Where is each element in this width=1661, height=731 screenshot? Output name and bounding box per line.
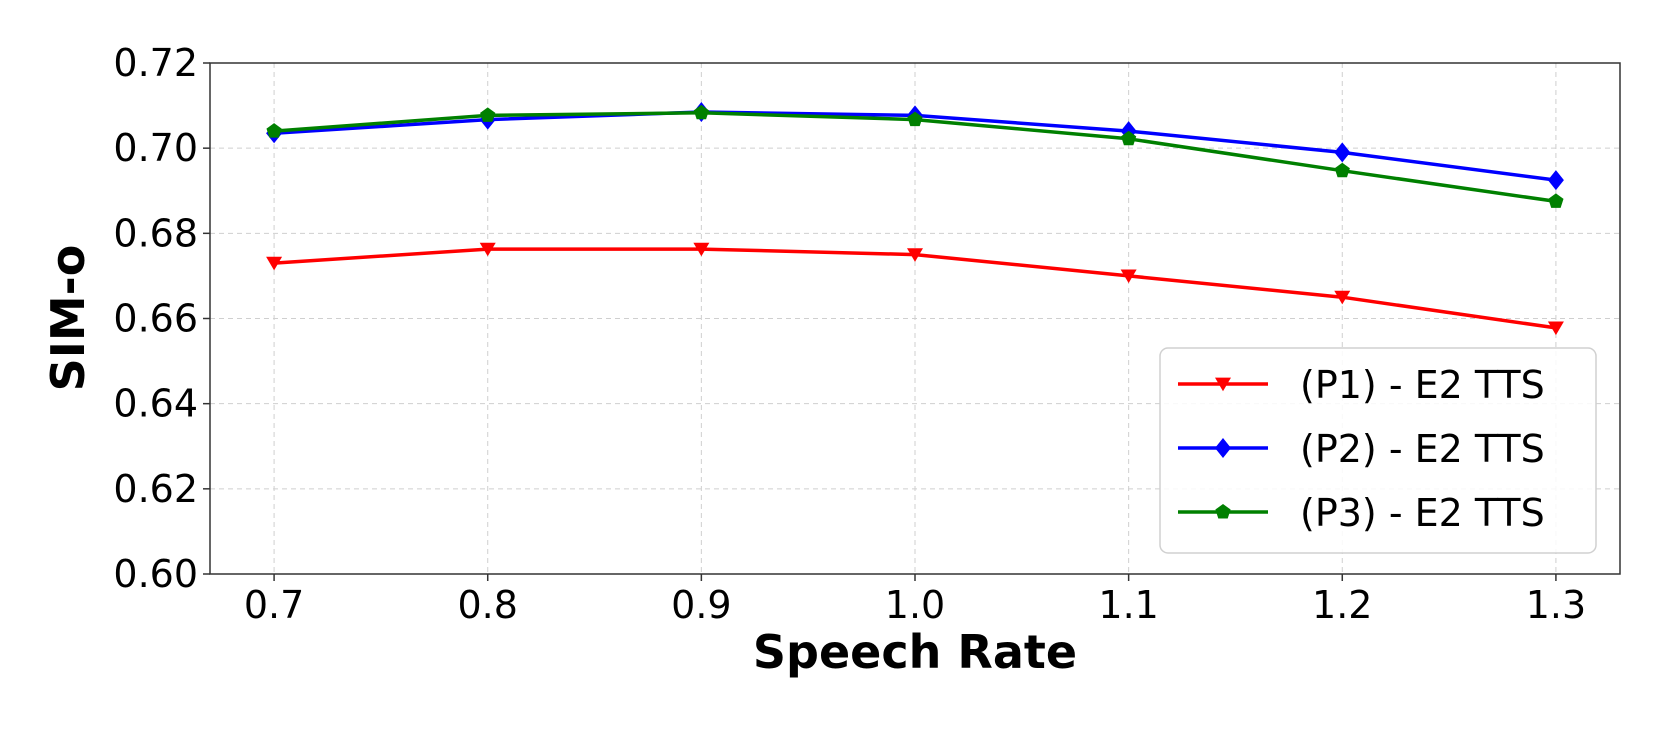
legend-item: (P2) - E2 TTS xyxy=(1178,427,1545,471)
data-point xyxy=(1334,290,1351,305)
data-point xyxy=(479,242,496,257)
x-tick-label: 1.0 xyxy=(885,583,945,627)
x-tick-label: 0.8 xyxy=(458,583,518,627)
series-layer xyxy=(266,101,1564,336)
legend: (P1) - E2 TTS (P2) - E2 TTS (P3) - E2 TTS xyxy=(1159,347,1597,554)
legend-item: (P1) - E2 TTS xyxy=(1178,363,1545,407)
legend-label: (P2) - E2 TTS xyxy=(1300,427,1545,471)
data-point xyxy=(1548,193,1564,208)
legend-marker xyxy=(1215,438,1231,458)
legend-marker xyxy=(1215,504,1231,519)
data-point xyxy=(1121,130,1137,146)
x-tick-label: 1.2 xyxy=(1312,583,1372,627)
data-point xyxy=(1120,269,1137,284)
data-point xyxy=(1334,162,1350,178)
data-point xyxy=(693,104,709,120)
data-point xyxy=(480,107,496,122)
data-point xyxy=(266,256,283,271)
data-point xyxy=(1547,321,1564,336)
y-tick-label: 0.72 xyxy=(113,41,198,85)
x-tick-label: 1.3 xyxy=(1526,583,1586,627)
x-tick-label: 0.7 xyxy=(244,583,304,627)
legend-label: (P3) - E2 TTS xyxy=(1300,491,1545,535)
data-point xyxy=(1547,170,1564,191)
series-3 xyxy=(266,104,1564,208)
legend-marker xyxy=(1215,377,1231,392)
x-tick-label: 0.9 xyxy=(671,583,731,627)
legend-item: (P3) - E2 TTS xyxy=(1178,491,1545,535)
y-axis-title: SIM-o xyxy=(41,245,95,392)
data-point xyxy=(1334,142,1351,163)
data-point xyxy=(907,111,923,127)
y-tick-label: 0.70 xyxy=(113,126,198,170)
y-tick-label: 0.66 xyxy=(113,297,198,341)
legend-box xyxy=(1159,347,1597,554)
axis-ticks: 0.7 0.8 0.9 1.0 1.1 1.2 1.3 0.60 0.62 0.64 0.66 0.6… xyxy=(113,41,1586,627)
data-point xyxy=(266,123,282,138)
y-tick-label: 0.68 xyxy=(113,211,198,255)
y-tick-label: 0.60 xyxy=(113,552,198,596)
y-tick-label: 0.64 xyxy=(113,382,198,426)
y-tick-label: 0.62 xyxy=(113,467,198,511)
data-point xyxy=(907,248,923,262)
x-tick-label: 1.1 xyxy=(1098,583,1158,627)
x-axis-title: Speech Rate xyxy=(753,625,1077,679)
legend-label: (P1) - E2 TTS xyxy=(1300,363,1545,407)
data-point xyxy=(693,242,710,257)
series-1 xyxy=(266,242,1564,336)
